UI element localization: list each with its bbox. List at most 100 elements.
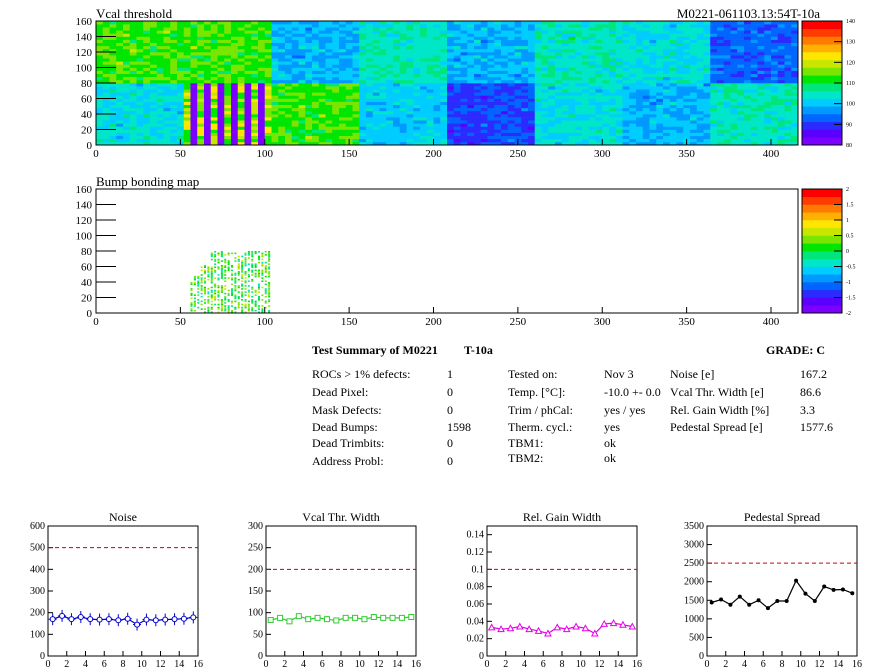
y-tick-label: 0: [479, 651, 484, 662]
bump-defect-cell: [210, 275, 213, 278]
heatmap-cell: [379, 89, 387, 93]
heatmap-cell: [116, 101, 124, 105]
heatmap-cell: [480, 120, 488, 124]
heatmap-cell: [609, 27, 617, 31]
bump-defect-cell: [231, 305, 234, 307]
heatmap-cell: [217, 86, 225, 90]
heatmap-cell: [447, 98, 455, 102]
bump-defect-cell: [200, 277, 203, 279]
heatmap-cell: [305, 141, 313, 146]
heatmap-cell: [96, 89, 104, 93]
heatmap-cell: [609, 126, 617, 130]
bump-defect-cell: [261, 280, 264, 282]
heatmap-cell: [710, 141, 718, 146]
heatmap-cell: [332, 79, 340, 84]
heatmap-cell: [339, 132, 347, 136]
heatmap-cell: [453, 58, 461, 62]
data-point: [408, 614, 415, 620]
bump-defect-cell: [193, 302, 196, 304]
bump-defect-cell: [258, 295, 261, 298]
bump-defect-cell: [254, 300, 257, 303]
heatmap-cell: [305, 64, 313, 68]
heatmap-cell: [615, 24, 623, 28]
heatmap-cell: [568, 86, 576, 90]
heatmap-cell: [791, 42, 799, 47]
heatmap-cell: [501, 21, 509, 25]
heatmap-cell: [386, 48, 394, 53]
heatmap-cell: [163, 129, 171, 133]
y-tick-label: 140: [76, 32, 93, 44]
heatmap-cell: [555, 58, 563, 62]
heatmap-cell: [285, 138, 293, 143]
heatmap-cell: [291, 58, 299, 62]
heatmap-cell: [339, 61, 347, 65]
heatmap-cell: [507, 48, 515, 53]
heatmap-cell: [582, 138, 590, 143]
heatmap-cell: [123, 79, 131, 84]
heatmap-cell: [109, 52, 117, 56]
heatmap-cell: [494, 61, 502, 65]
bump-defect-cell: [264, 268, 267, 270]
bump-defect-cell: [251, 251, 254, 253]
heatmap-cell: [548, 98, 556, 102]
heatmap-cell: [96, 55, 104, 59]
heatmap-cell: [730, 58, 738, 62]
heatmap-cell: [575, 104, 583, 109]
heatmap-cell: [514, 27, 522, 31]
heatmap-cell: [460, 52, 468, 56]
bump-defect-cell: [214, 269, 217, 272]
heatmap-cell: [359, 117, 367, 121]
heatmap-cell: [129, 104, 137, 109]
heatmap-cell: [123, 132, 131, 136]
heatmap-cell: [561, 73, 569, 78]
heatmap-cell: [332, 123, 340, 127]
heatmap-cell: [366, 36, 374, 40]
heatmap-cell: [474, 141, 482, 146]
heatmap-cell: [440, 132, 448, 136]
heatmap-cell: [318, 21, 326, 25]
heatmap-cell: [717, 110, 725, 115]
heatmap-cell: [723, 52, 731, 56]
bump-defect-cell: [251, 258, 254, 261]
heatmap-cell: [163, 30, 171, 34]
heatmap-cell: [595, 27, 603, 31]
heatmap-cell: [372, 123, 380, 127]
heatmap-cell: [460, 67, 468, 71]
heatmap-cell: [757, 95, 765, 99]
colorbar-segment: [802, 114, 842, 123]
heatmap-cell: [109, 36, 117, 40]
heatmap-cell: [102, 135, 110, 140]
heatmap-cell: [622, 95, 630, 99]
heatmap-cell: [474, 104, 482, 109]
heatmap-cell: [669, 70, 677, 74]
heatmap-cell: [386, 132, 394, 136]
heatmap-cell: [561, 70, 569, 74]
heatmap-cell: [582, 107, 590, 112]
heatmap-cell: [440, 48, 448, 53]
heatmap-cell: [582, 123, 590, 127]
heatmap-cell: [771, 120, 779, 124]
heatmap-cell: [507, 21, 515, 25]
heatmap-cell: [352, 86, 360, 90]
heatmap-cell: [197, 135, 205, 140]
heatmap-cell: [480, 138, 488, 143]
heatmap-cell: [676, 21, 684, 25]
heatmap-cell: [312, 126, 320, 130]
bump-defect-cell: [268, 292, 271, 295]
heatmap-cell: [710, 36, 718, 40]
heatmap-cell: [217, 27, 225, 31]
y-tick-label: 40: [81, 109, 93, 121]
bump-defect-cell: [200, 266, 203, 269]
heatmap-cell: [474, 138, 482, 143]
bump-defect-cell: [224, 271, 227, 273]
heatmap-cell: [568, 114, 576, 118]
heatmap-cell: [784, 67, 792, 71]
heatmap-cell: [318, 48, 326, 53]
heatmap-cell: [568, 141, 576, 146]
heatmap-cell: [609, 70, 617, 74]
heatmap-cell: [237, 95, 245, 99]
heatmap-cell: [406, 21, 414, 25]
colorbar-segment: [802, 243, 842, 252]
heatmap-cell: [352, 33, 360, 37]
heatmap-cell: [703, 89, 711, 93]
